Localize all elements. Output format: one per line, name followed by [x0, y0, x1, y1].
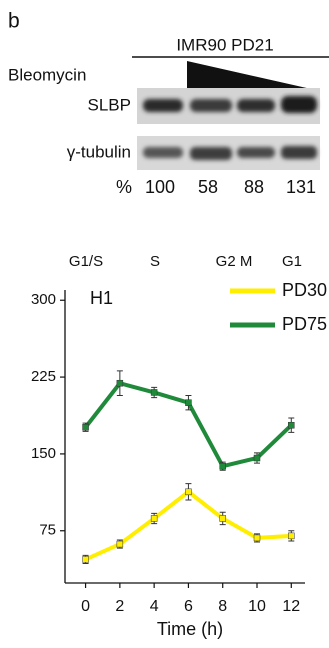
panel-label: b [8, 10, 20, 33]
point [117, 380, 123, 386]
blot-band [143, 99, 183, 112]
blot-band [281, 96, 317, 113]
point [288, 422, 294, 428]
x-axis-label: Time (h) [157, 619, 223, 639]
treatment-label: Bleomycin [8, 65, 86, 84]
y-tick-label: 75 [39, 522, 56, 539]
x-tick-label: 12 [282, 598, 300, 615]
point [83, 556, 89, 562]
x-tick-label: 4 [150, 598, 159, 615]
blot-band [190, 99, 232, 112]
point [220, 463, 226, 469]
y-tick-label: 150 [31, 445, 56, 462]
point [254, 535, 260, 541]
quant-value: 58 [198, 177, 218, 197]
sample-label: IMR90 PD21 [176, 35, 273, 54]
blot-row-label: γ-tubulin [67, 142, 131, 161]
quant-label: % [116, 177, 132, 197]
point [151, 389, 157, 395]
point [185, 489, 191, 495]
x-tick-label: 2 [115, 598, 124, 615]
x-tick-label: 6 [184, 598, 193, 615]
y-tick-label: 225 [31, 368, 56, 385]
legend-label: PD30 [282, 280, 327, 300]
blot-band [237, 99, 275, 112]
phase-label: G1 [282, 253, 302, 270]
point [288, 533, 294, 539]
x-tick-label: 10 [248, 598, 266, 615]
blot-band [281, 146, 317, 159]
blot-band [143, 147, 183, 158]
phase-label: G2 M [216, 253, 253, 270]
figure: b IMR90 PD21 Bleomycin SLBP γ-tubulin % … [0, 0, 329, 648]
dose-wedge [187, 61, 320, 91]
point [254, 455, 260, 461]
point [220, 515, 226, 521]
point [83, 424, 89, 430]
blot-row-label: SLBP [88, 95, 131, 114]
blot-band [190, 147, 232, 160]
phase-label: S [150, 253, 160, 270]
phase-label: G1/S [69, 253, 103, 270]
series-line [86, 492, 292, 560]
blot-image [137, 88, 320, 170]
chart-title: H1 [90, 288, 113, 308]
point [151, 515, 157, 521]
point [185, 400, 191, 406]
quant-value: 131 [286, 177, 316, 197]
legend-label: PD75 [282, 314, 327, 334]
blot-band [237, 147, 275, 158]
y-tick-label: 300 [31, 291, 56, 308]
x-tick-label: 8 [218, 598, 227, 615]
x-tick-label: 0 [81, 598, 90, 615]
quant-value: 88 [244, 177, 264, 197]
point [117, 541, 123, 547]
quant-value: 100 [145, 177, 175, 197]
